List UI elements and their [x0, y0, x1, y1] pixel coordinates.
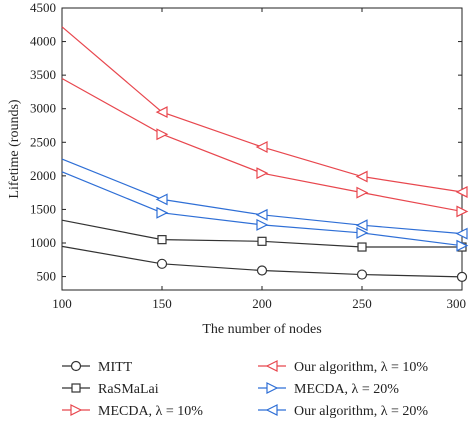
- x-tick-label: 300: [447, 296, 467, 311]
- y-tick-label: 3500: [30, 67, 56, 82]
- marker-circle: [356, 269, 368, 280]
- marker-square: [157, 235, 167, 245]
- marker-square: [357, 242, 367, 252]
- legend-label: MECDA, λ = 10%: [98, 404, 203, 419]
- legend-item: RaSMaLai: [62, 382, 159, 397]
- y-tick-label: 3000: [30, 101, 56, 116]
- legend-item: MITT: [62, 360, 133, 375]
- marker-triangle-left: [265, 360, 278, 372]
- x-tick-label: 250: [352, 296, 372, 311]
- y-tick-label: 500: [37, 269, 57, 284]
- marker-triangle-left: [155, 106, 168, 119]
- legend-label: MECDA, λ = 20%: [294, 382, 399, 397]
- marker-circle: [256, 265, 268, 276]
- series-layer: [61, 26, 469, 283]
- legend-label: Our algorithm, λ = 20%: [294, 404, 428, 419]
- marker-triangle-left: [255, 208, 268, 221]
- marker-circle: [456, 271, 468, 283]
- x-tick-label: 150: [152, 296, 172, 311]
- x-axis-label: The number of nodes: [202, 322, 321, 337]
- marker-circle: [70, 360, 82, 372]
- legend-item: Our algorithm, λ = 20%: [258, 404, 428, 419]
- marker-triangle-left: [355, 170, 368, 183]
- marker-triangle-left: [265, 404, 278, 416]
- legend-item: Our algorithm, λ = 10%: [258, 360, 428, 375]
- marker-circle: [156, 258, 168, 269]
- series-3: [61, 26, 468, 198]
- x-axis: 100 150 200 250 300: [52, 8, 466, 311]
- legend-label: MITT: [98, 360, 133, 375]
- marker-triangle-right: [256, 167, 269, 180]
- y-tick-label: 4000: [30, 34, 56, 49]
- legend-label: Our algorithm, λ = 10%: [294, 360, 428, 375]
- marker-triangle-right: [266, 382, 279, 394]
- y-tick-label: 1500: [30, 201, 56, 216]
- series-0: [61, 245, 468, 283]
- marker-triangle-right: [456, 239, 469, 252]
- legend-label: RaSMaLai: [98, 382, 159, 397]
- marker-triangle-right: [356, 186, 369, 199]
- x-tick-label: 100: [52, 296, 72, 311]
- marker-triangle-right: [156, 206, 169, 219]
- marker-square: [71, 383, 81, 393]
- x-tick-label: 200: [252, 296, 272, 311]
- marker-triangle-left: [455, 186, 468, 198]
- y-tick-label: 1000: [30, 235, 56, 250]
- y-tick-label: 2000: [30, 168, 56, 183]
- series-2: [61, 77, 469, 218]
- legend-item: MECDA, λ = 10%: [62, 404, 203, 419]
- y-axis: 500 1000 1500 2000 2500 3000 3500 4000 4500: [30, 0, 462, 284]
- series-line: [61, 26, 463, 193]
- series-5: [61, 158, 468, 240]
- marker-triangle-right: [256, 218, 269, 231]
- marker-triangle-right: [156, 128, 169, 141]
- series-4: [61, 171, 469, 252]
- marker-triangle-left: [155, 193, 168, 206]
- marker-square: [257, 236, 267, 246]
- y-tick-label: 2500: [30, 134, 56, 149]
- marker-triangle-right: [70, 404, 83, 416]
- y-axis-label: Lifetime (rounds): [7, 99, 22, 198]
- legend-item: MECDA, λ = 20%: [258, 382, 399, 397]
- legend: MITT RaSMaLai MECDA, λ = 10% Our algorithm,…: [62, 360, 428, 419]
- marker-triangle-right: [356, 226, 369, 239]
- marker-triangle-left: [355, 219, 368, 232]
- marker-triangle-right: [456, 205, 469, 218]
- marker-triangle-left: [455, 227, 468, 240]
- marker-triangle-left: [255, 141, 268, 153]
- y-tick-label: 4500: [30, 0, 56, 15]
